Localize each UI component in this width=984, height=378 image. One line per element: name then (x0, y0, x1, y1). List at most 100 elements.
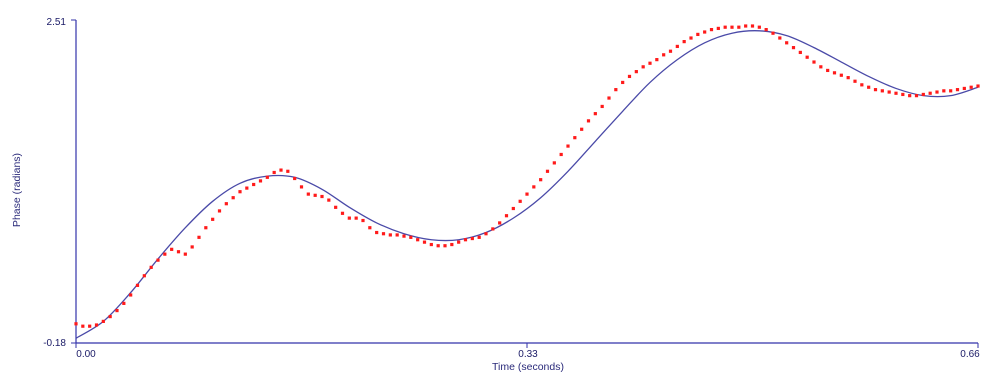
data-point (299, 185, 304, 189)
data-point (122, 301, 126, 305)
data-point (689, 36, 693, 40)
data-point (552, 161, 556, 165)
data-point (470, 236, 474, 241)
data-point (976, 84, 980, 88)
data-point (463, 238, 468, 242)
data-point (641, 65, 645, 69)
data-point (388, 233, 392, 237)
data-point (443, 244, 447, 248)
data-point (826, 68, 830, 73)
data-point (682, 40, 686, 44)
data-point (566, 144, 570, 148)
data-point (224, 202, 228, 206)
data-point (573, 136, 577, 140)
data-point (860, 83, 864, 87)
data-point (252, 182, 256, 187)
data-point (217, 209, 222, 213)
data-point (737, 25, 741, 29)
data-point (607, 96, 611, 100)
data-point (183, 252, 187, 256)
data-point (115, 308, 119, 313)
data-point (648, 61, 652, 65)
data-points-series (74, 24, 980, 328)
data-point (204, 226, 208, 230)
data-point (361, 218, 365, 223)
data-point (839, 73, 843, 77)
data-point (545, 169, 550, 173)
data-point (211, 217, 215, 221)
data-point (265, 175, 269, 179)
data-point (955, 88, 960, 92)
tick-marks (71, 19, 979, 348)
data-point (129, 293, 133, 297)
data-point (74, 322, 78, 326)
data-point (928, 91, 932, 95)
data-point (600, 104, 604, 109)
data-point (894, 91, 898, 95)
data-point (327, 198, 331, 202)
data-point (709, 28, 714, 32)
data-point (614, 88, 618, 92)
data-point (627, 74, 632, 79)
data-point (340, 211, 345, 215)
data-point (163, 252, 167, 256)
data-point (457, 240, 461, 244)
data-point (962, 86, 966, 91)
data-point (306, 192, 310, 196)
data-point (723, 25, 727, 29)
data-point (347, 216, 351, 220)
data-point (791, 46, 796, 50)
data-point (320, 194, 324, 199)
data-point (518, 199, 522, 203)
data-point (764, 28, 768, 32)
data-point (942, 89, 946, 93)
data-point (135, 283, 140, 287)
data-point (750, 24, 755, 28)
data-point (511, 206, 515, 211)
data-point (142, 274, 146, 278)
x-axis-label: Time (seconds) (492, 361, 564, 373)
data-point (887, 90, 891, 94)
data-point (716, 26, 720, 31)
data-point (498, 221, 502, 225)
data-point (914, 94, 919, 98)
data-point (491, 227, 495, 231)
data-point (525, 192, 529, 196)
data-point (798, 50, 802, 55)
data-point (580, 127, 584, 131)
data-point (873, 88, 878, 92)
fit-line (75, 30, 979, 339)
data-point (477, 235, 481, 239)
data-point (696, 32, 700, 37)
data-point (744, 24, 748, 28)
data-point (258, 179, 263, 183)
data-point (149, 265, 153, 269)
data-point (662, 53, 666, 57)
data-point (908, 94, 912, 98)
data-point (812, 60, 816, 64)
data-point (921, 92, 925, 97)
data-point (675, 44, 679, 49)
data-point (94, 323, 99, 327)
data-point (532, 185, 536, 189)
data-point (293, 176, 297, 181)
data-point (785, 41, 789, 45)
data-point (935, 90, 939, 94)
data-point (101, 319, 105, 323)
fit-line-series (75, 30, 979, 339)
data-point (559, 152, 563, 157)
data-point (238, 190, 242, 194)
data-point (170, 247, 174, 251)
data-point (778, 36, 782, 40)
data-point (88, 324, 92, 328)
data-point (901, 92, 905, 97)
data-point (621, 80, 625, 85)
data-point (634, 70, 638, 74)
data-point (245, 186, 249, 190)
data-point (334, 205, 338, 209)
data-point (805, 55, 809, 59)
data-point (853, 79, 857, 83)
data-point (504, 214, 509, 218)
data-point (402, 234, 406, 238)
data-point (436, 244, 440, 248)
